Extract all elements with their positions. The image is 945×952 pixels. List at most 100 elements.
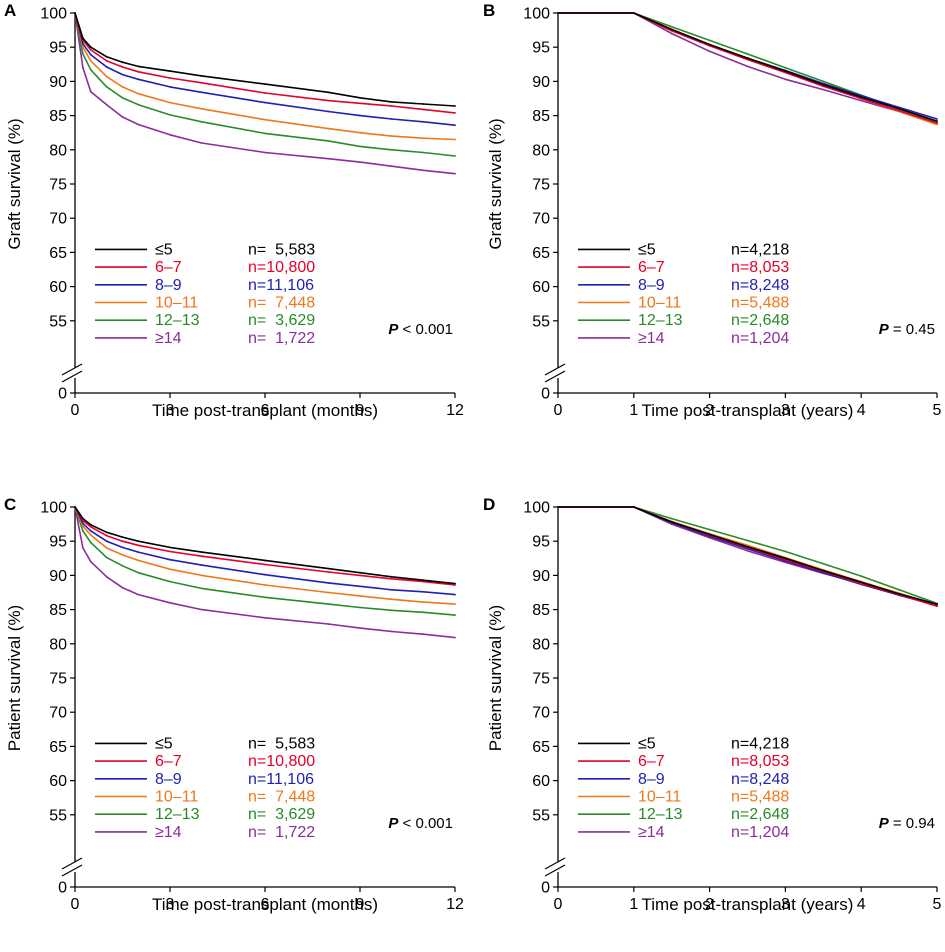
p-value-symbol: P — [388, 815, 399, 832]
data-point-series-5 — [670, 32, 673, 35]
data-point-series-5 — [264, 616, 266, 619]
data-point-series-1 — [121, 66, 124, 68]
data-point-series-4 — [898, 588, 900, 591]
data-point-series-3 — [327, 127, 330, 130]
data-point-series-0 — [74, 12, 76, 14]
panel-letter-d: D — [483, 495, 495, 514]
data-point-series-0 — [200, 551, 203, 553]
x-tick-label: 0 — [554, 896, 563, 913]
data-point-series-5 — [121, 116, 124, 118]
y-tick-label: 60 — [49, 279, 67, 296]
data-point-series-2 — [169, 558, 171, 561]
data-point-series-5 — [169, 601, 171, 604]
y-tick-label: 70 — [532, 705, 550, 722]
data-point-series-3 — [137, 559, 140, 562]
y-tick-label: 55 — [532, 807, 550, 824]
data-point-series-1 — [390, 577, 393, 580]
y-tick-label: 65 — [49, 245, 67, 262]
y-tick-label: 90 — [49, 568, 67, 585]
data-point-series-3 — [82, 525, 84, 528]
data-point-series-4 — [746, 539, 749, 542]
legend-label-2: 8–9 — [638, 277, 665, 294]
data-point-series-3 — [454, 603, 456, 605]
series-line-3 — [558, 12, 938, 126]
data-point-series-4 — [822, 562, 825, 565]
p-value-text: < 0.001 — [398, 815, 453, 832]
data-point-series-3 — [169, 101, 171, 104]
y-tick-label: 60 — [532, 773, 550, 790]
data-point-series-1 — [898, 109, 900, 112]
legend-n-0: n=4,218 — [731, 735, 789, 752]
data-point-series-5 — [137, 593, 140, 596]
data-point-series-0 — [860, 96, 863, 98]
data-point-series-2 — [390, 588, 393, 591]
data-point-series-1 — [169, 550, 171, 553]
data-point-series-4 — [264, 596, 266, 599]
x-tick-label: 5 — [933, 896, 942, 913]
legend-n-5: n=1,204 — [731, 330, 789, 347]
y-tick-label: 65 — [532, 739, 550, 756]
data-point-series-2 — [200, 564, 203, 566]
data-point-series-0 — [137, 540, 140, 543]
data-point-series-5 — [454, 172, 456, 175]
data-point-series-0 — [898, 107, 900, 110]
data-point-series-5 — [169, 133, 171, 136]
legend-n-2: n=11,106 — [248, 771, 314, 788]
data-point-series-3 — [121, 86, 124, 88]
x-tick-label: 4 — [857, 402, 866, 419]
data-point-series-4 — [137, 571, 140, 574]
series-line-3 — [74, 12, 456, 141]
legend-n-3: n= 7,448 — [248, 295, 315, 312]
series-line-0 — [74, 12, 456, 107]
legend-n-5: n= 1,722 — [248, 330, 315, 347]
data-point-series-4 — [784, 550, 787, 553]
series-line-0 — [558, 12, 938, 122]
data-point-series-0 — [137, 65, 140, 68]
data-point-series-1 — [422, 580, 425, 583]
data-point-series-5 — [327, 157, 330, 160]
legend-n-1: n=10,800 — [248, 753, 315, 770]
data-point-series-3 — [422, 137, 425, 140]
data-point-series-2 — [89, 53, 92, 56]
p-value-text: < 0.001 — [398, 321, 453, 338]
data-point-series-3 — [936, 123, 938, 126]
legend-n-5: n=1,204 — [731, 824, 789, 841]
series-line-5 — [558, 12, 938, 125]
data-point-series-2 — [200, 91, 203, 94]
data-point-series-2 — [422, 590, 425, 593]
data-point-series-4 — [359, 606, 361, 609]
axis-break-mark — [61, 363, 83, 376]
data-point-series-5 — [264, 151, 266, 154]
legend-label-0: ≤5 — [155, 735, 173, 752]
x-tick-label: 3 — [166, 896, 175, 913]
axis-break-mark — [544, 864, 566, 877]
data-point-series-2 — [82, 42, 84, 45]
data-point-series-4 — [200, 120, 203, 123]
data-point-series-5 — [390, 165, 393, 168]
y-tick-label: 90 — [49, 74, 67, 91]
series-line-4 — [74, 12, 456, 157]
data-point-series-5 — [105, 103, 108, 106]
data-point-series-4 — [390, 148, 393, 151]
y-tick-label: 85 — [532, 602, 550, 619]
data-point-series-0 — [860, 581, 863, 584]
legend-label-5: ≥14 — [638, 330, 665, 347]
panel-letter-c: C — [4, 495, 16, 514]
data-point-series-1 — [422, 108, 425, 111]
panel-letter-a: A — [4, 1, 16, 20]
y-axis-label: Graft survival (%) — [5, 118, 24, 249]
data-point-series-5 — [327, 623, 330, 625]
data-point-series-0 — [105, 531, 108, 534]
data-point-series-3 — [105, 547, 108, 549]
data-point-series-5 — [822, 88, 825, 91]
data-point-series-0 — [89, 523, 92, 526]
axis-break-mark — [61, 857, 83, 870]
data-point-series-2 — [169, 86, 171, 88]
data-point-series-2 — [82, 522, 84, 525]
data-point-series-1 — [390, 105, 393, 107]
data-point-series-2 — [89, 530, 92, 532]
data-point-series-0 — [936, 120, 938, 122]
x-tick-label: 0 — [71, 402, 80, 419]
legend-n-0: n=4,218 — [731, 241, 789, 258]
